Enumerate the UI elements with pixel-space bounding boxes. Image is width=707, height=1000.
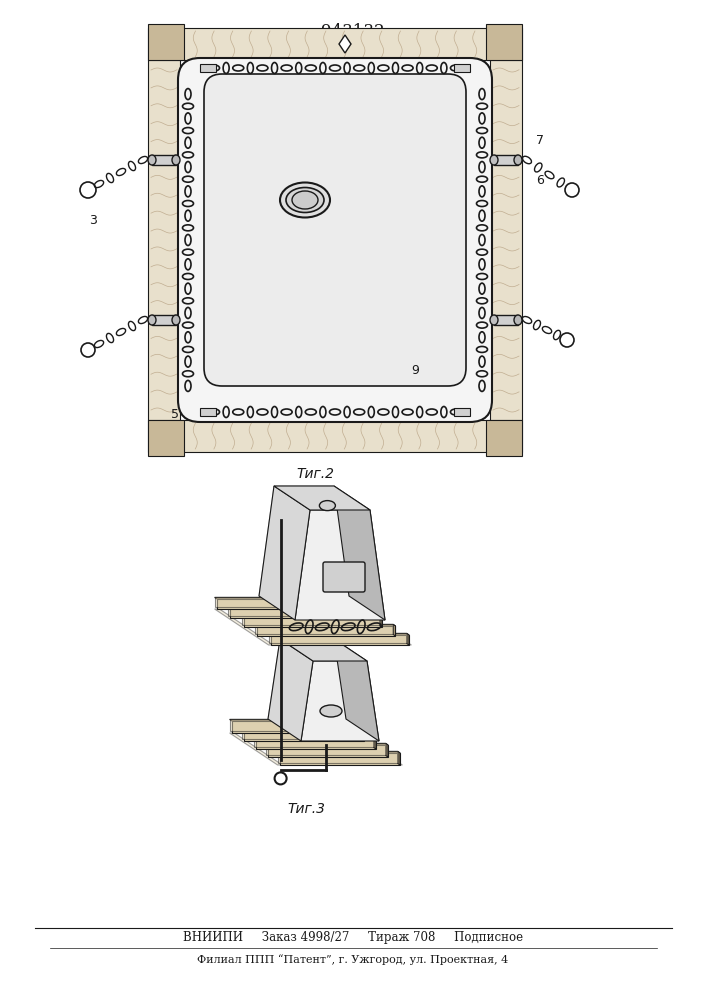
Text: ВНИИПИ     Заказ 4998/27     Тираж 708     Подписное: ВНИИПИ Заказ 4998/27 Тираж 708 Подписное: [183, 932, 523, 944]
Ellipse shape: [148, 315, 156, 325]
Polygon shape: [373, 735, 376, 749]
Polygon shape: [215, 597, 355, 599]
FancyBboxPatch shape: [204, 74, 466, 386]
Polygon shape: [268, 745, 388, 757]
Polygon shape: [215, 597, 353, 607]
Ellipse shape: [286, 188, 324, 213]
Polygon shape: [268, 639, 313, 741]
Ellipse shape: [320, 501, 335, 511]
Polygon shape: [255, 624, 393, 634]
Polygon shape: [242, 615, 382, 617]
Polygon shape: [266, 743, 388, 745]
Ellipse shape: [490, 315, 498, 325]
Text: 5: 5: [171, 408, 179, 422]
Text: 943132: 943132: [321, 23, 385, 40]
Polygon shape: [259, 486, 349, 596]
Ellipse shape: [172, 155, 180, 165]
Bar: [494, 315, 518, 325]
Polygon shape: [217, 599, 355, 609]
Polygon shape: [266, 743, 385, 755]
Polygon shape: [301, 661, 379, 741]
Polygon shape: [349, 733, 402, 765]
Polygon shape: [215, 609, 274, 645]
Polygon shape: [385, 743, 388, 757]
Bar: [152, 315, 176, 325]
Text: Τиг.3: Τиг.3: [287, 802, 325, 816]
Polygon shape: [255, 624, 395, 626]
Bar: [200, 64, 216, 72]
Polygon shape: [232, 721, 352, 733]
Polygon shape: [256, 737, 376, 749]
Polygon shape: [397, 751, 400, 765]
Polygon shape: [244, 729, 364, 741]
Polygon shape: [230, 719, 349, 731]
Bar: [148, 28, 522, 60]
Polygon shape: [353, 609, 411, 645]
Text: 3: 3: [89, 214, 97, 227]
Text: 9: 9: [411, 363, 419, 376]
Polygon shape: [278, 751, 397, 763]
Polygon shape: [259, 486, 310, 620]
Polygon shape: [244, 617, 382, 627]
Polygon shape: [269, 633, 407, 643]
Polygon shape: [393, 624, 395, 636]
Polygon shape: [353, 597, 355, 609]
Text: 6: 6: [536, 174, 544, 186]
Polygon shape: [257, 626, 395, 636]
Text: Филиал ППП “Патент”, г. Ужгород, ул. Проектная, 4: Филиал ППП “Патент”, г. Ужгород, ул. Про…: [197, 955, 508, 965]
Polygon shape: [366, 606, 368, 618]
Polygon shape: [407, 633, 409, 645]
Polygon shape: [242, 727, 364, 729]
Bar: [454, 64, 470, 72]
Ellipse shape: [514, 155, 522, 165]
Polygon shape: [269, 633, 409, 635]
Polygon shape: [271, 635, 409, 645]
Bar: [490, 60, 522, 420]
Polygon shape: [295, 510, 385, 620]
Polygon shape: [361, 727, 364, 741]
Bar: [148, 24, 184, 60]
Bar: [486, 420, 522, 456]
FancyBboxPatch shape: [178, 58, 492, 422]
Polygon shape: [228, 606, 368, 608]
Polygon shape: [274, 486, 370, 510]
Text: 7: 7: [536, 133, 544, 146]
Bar: [148, 420, 184, 456]
Polygon shape: [278, 751, 400, 753]
Polygon shape: [334, 486, 385, 620]
Polygon shape: [349, 719, 352, 733]
Polygon shape: [268, 639, 346, 719]
Polygon shape: [230, 608, 368, 618]
Ellipse shape: [148, 155, 156, 165]
Bar: [200, 408, 216, 416]
Polygon shape: [242, 727, 361, 739]
Text: Τиг.2: Τиг.2: [296, 467, 334, 481]
Polygon shape: [339, 35, 351, 53]
Bar: [180, 60, 490, 420]
Polygon shape: [230, 733, 282, 765]
Bar: [148, 60, 180, 420]
Polygon shape: [228, 606, 366, 616]
Ellipse shape: [292, 191, 318, 209]
Bar: [148, 420, 522, 452]
Polygon shape: [280, 753, 400, 765]
Ellipse shape: [514, 315, 522, 325]
Ellipse shape: [172, 315, 180, 325]
Bar: [494, 155, 518, 165]
Polygon shape: [254, 735, 373, 747]
Ellipse shape: [280, 182, 330, 218]
Ellipse shape: [490, 155, 498, 165]
Bar: [152, 155, 176, 165]
Bar: [454, 408, 470, 416]
Polygon shape: [230, 719, 352, 721]
Ellipse shape: [320, 705, 342, 717]
Polygon shape: [334, 639, 379, 741]
FancyBboxPatch shape: [323, 562, 365, 592]
Polygon shape: [254, 735, 376, 737]
Bar: [486, 24, 522, 60]
Polygon shape: [380, 615, 382, 627]
Polygon shape: [280, 639, 367, 661]
Polygon shape: [242, 615, 380, 625]
